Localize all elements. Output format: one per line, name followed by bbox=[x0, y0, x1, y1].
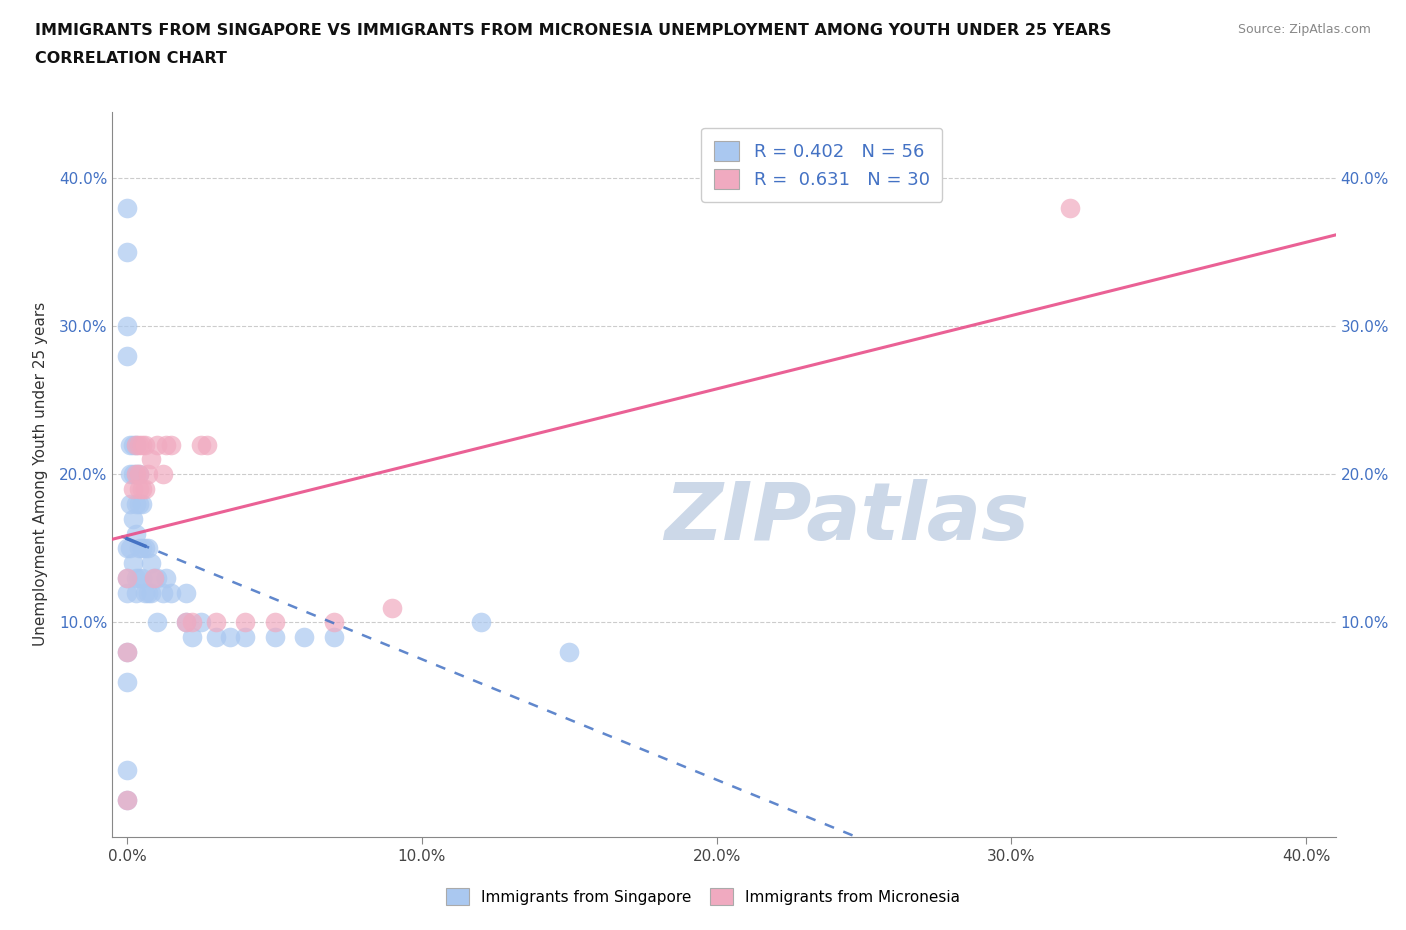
Point bbox=[292, 630, 315, 644]
Point bbox=[125, 467, 148, 482]
Point bbox=[120, 497, 142, 512]
Point bbox=[115, 570, 138, 585]
Point bbox=[142, 570, 165, 585]
Point bbox=[131, 437, 153, 452]
Point bbox=[174, 585, 197, 600]
Point bbox=[115, 245, 138, 259]
Point bbox=[204, 630, 226, 644]
Point bbox=[125, 570, 148, 585]
Point bbox=[219, 630, 242, 644]
Point bbox=[470, 615, 492, 630]
Point bbox=[128, 482, 150, 497]
Point bbox=[181, 630, 204, 644]
Point bbox=[233, 615, 256, 630]
Point bbox=[128, 541, 150, 556]
Point bbox=[145, 570, 167, 585]
Point bbox=[125, 437, 148, 452]
Point bbox=[134, 585, 156, 600]
Point bbox=[160, 585, 183, 600]
Point bbox=[174, 615, 197, 630]
Point bbox=[120, 541, 142, 556]
Point bbox=[152, 585, 174, 600]
Point bbox=[155, 570, 177, 585]
Point bbox=[134, 482, 156, 497]
Point bbox=[125, 467, 148, 482]
Point bbox=[1059, 200, 1081, 215]
Point bbox=[122, 467, 145, 482]
Point bbox=[152, 467, 174, 482]
Y-axis label: Unemployment Among Youth under 25 years: Unemployment Among Youth under 25 years bbox=[32, 302, 48, 646]
Legend: R = 0.402   N = 56, R =  0.631   N = 30: R = 0.402 N = 56, R = 0.631 N = 30 bbox=[702, 128, 942, 202]
Point bbox=[128, 497, 150, 512]
Point bbox=[131, 541, 153, 556]
Point bbox=[125, 437, 148, 452]
Point bbox=[131, 497, 153, 512]
Point bbox=[122, 437, 145, 452]
Point bbox=[115, 570, 138, 585]
Point bbox=[322, 615, 344, 630]
Point bbox=[115, 792, 138, 807]
Point bbox=[139, 585, 162, 600]
Point bbox=[322, 630, 344, 644]
Point bbox=[134, 437, 156, 452]
Point bbox=[120, 437, 142, 452]
Point bbox=[115, 200, 138, 215]
Point bbox=[145, 437, 167, 452]
Point bbox=[128, 570, 150, 585]
Point bbox=[115, 319, 138, 334]
Point bbox=[139, 556, 162, 571]
Legend: Immigrants from Singapore, Immigrants from Micronesia: Immigrants from Singapore, Immigrants fr… bbox=[439, 880, 967, 913]
Point bbox=[195, 437, 218, 452]
Text: ZIPatlas: ZIPatlas bbox=[664, 479, 1029, 557]
Point bbox=[155, 437, 177, 452]
Point bbox=[122, 482, 145, 497]
Point bbox=[125, 497, 148, 512]
Point bbox=[115, 763, 138, 777]
Text: Source: ZipAtlas.com: Source: ZipAtlas.com bbox=[1237, 23, 1371, 36]
Point bbox=[204, 615, 226, 630]
Text: IMMIGRANTS FROM SINGAPORE VS IMMIGRANTS FROM MICRONESIA UNEMPLOYMENT AMONG YOUTH: IMMIGRANTS FROM SINGAPORE VS IMMIGRANTS … bbox=[35, 23, 1112, 38]
Point bbox=[122, 556, 145, 571]
Point bbox=[131, 482, 153, 497]
Point bbox=[115, 792, 138, 807]
Point bbox=[142, 570, 165, 585]
Point bbox=[134, 541, 156, 556]
Point bbox=[190, 437, 212, 452]
Point bbox=[125, 526, 148, 541]
Point bbox=[145, 615, 167, 630]
Point bbox=[128, 467, 150, 482]
Point bbox=[115, 644, 138, 659]
Point bbox=[136, 585, 159, 600]
Point bbox=[139, 452, 162, 467]
Point bbox=[263, 630, 285, 644]
Point bbox=[190, 615, 212, 630]
Point bbox=[558, 644, 581, 659]
Point bbox=[160, 437, 183, 452]
Point bbox=[136, 541, 159, 556]
Point bbox=[174, 615, 197, 630]
Point bbox=[131, 570, 153, 585]
Point bbox=[115, 674, 138, 689]
Point bbox=[122, 512, 145, 526]
Point bbox=[120, 467, 142, 482]
Point bbox=[181, 615, 204, 630]
Point bbox=[263, 615, 285, 630]
Point bbox=[381, 600, 404, 615]
Point bbox=[128, 467, 150, 482]
Point bbox=[125, 585, 148, 600]
Point bbox=[115, 585, 138, 600]
Point bbox=[115, 541, 138, 556]
Point bbox=[115, 644, 138, 659]
Point bbox=[115, 349, 138, 364]
Point bbox=[136, 467, 159, 482]
Text: CORRELATION CHART: CORRELATION CHART bbox=[35, 51, 226, 66]
Point bbox=[128, 437, 150, 452]
Point bbox=[233, 630, 256, 644]
